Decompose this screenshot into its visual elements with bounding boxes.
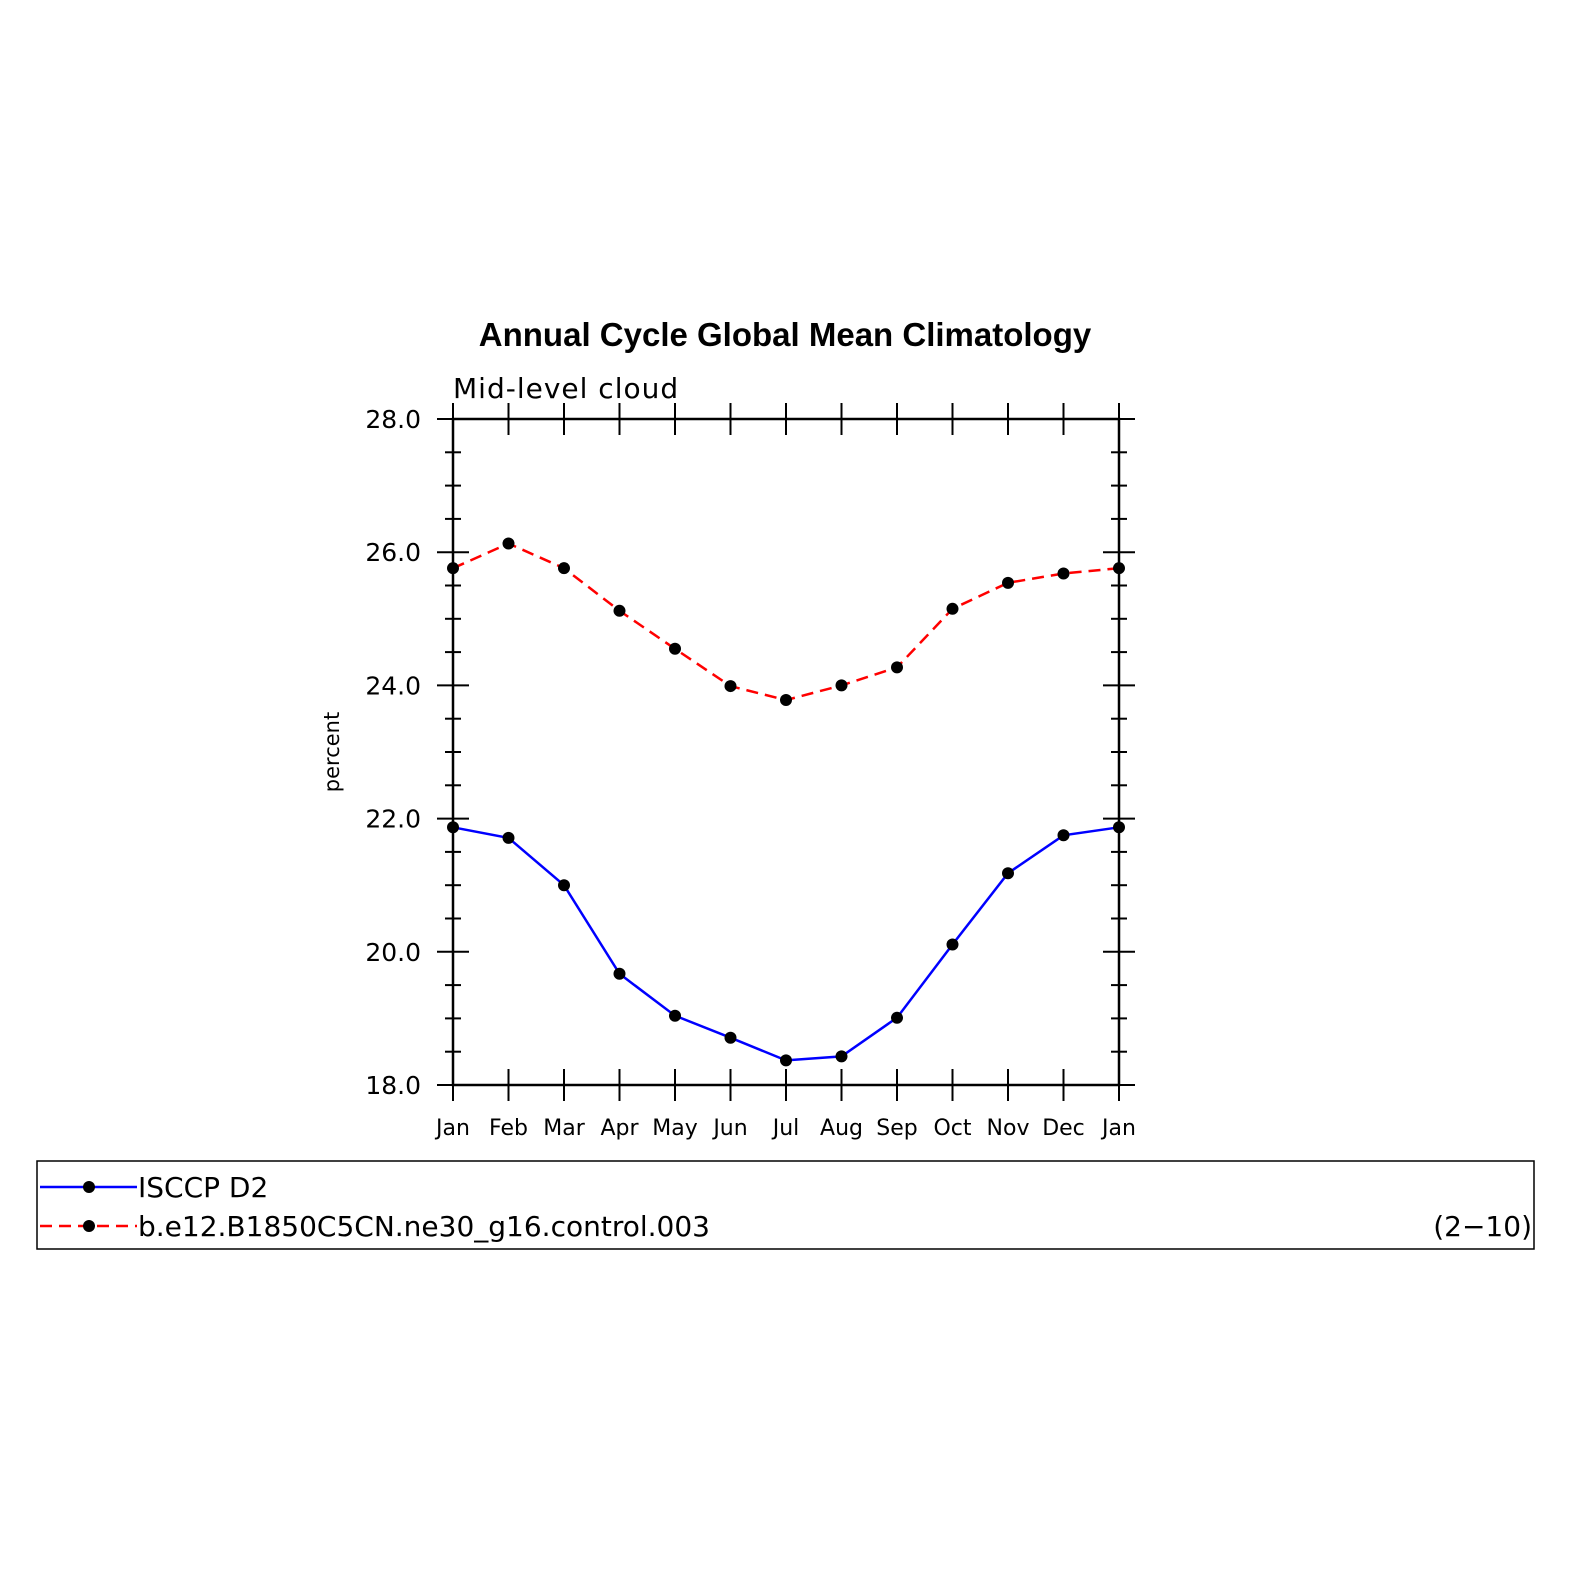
- legend-marker: [83, 1181, 95, 1193]
- chart-subtitle: Mid-level cloud: [453, 372, 679, 405]
- x-tick-label: Jul: [771, 1116, 800, 1141]
- x-tick-label: Dec: [1042, 1116, 1085, 1141]
- data-point: [1113, 562, 1125, 575]
- data-point: [447, 562, 459, 575]
- y-tick-label: 24.0: [365, 671, 421, 700]
- x-tick-label: Oct: [933, 1116, 971, 1141]
- y-tick-label: 28.0: [365, 405, 421, 434]
- x-tick-label: Jan: [1100, 1116, 1136, 1141]
- y-tick-label: 26.0: [365, 538, 421, 567]
- data-point: [724, 1031, 737, 1044]
- series-layer: [447, 537, 1125, 1067]
- data-point: [502, 831, 515, 844]
- series-line-1: [452, 542, 1120, 702]
- data-point: [558, 879, 570, 892]
- legend-label-0: ISCCP D2: [138, 1171, 268, 1204]
- data-point: [1002, 576, 1014, 589]
- data-point: [1057, 567, 1070, 580]
- x-tick-label: Jun: [711, 1116, 747, 1141]
- data-point: [780, 1054, 792, 1067]
- data-point: [613, 604, 626, 617]
- x-tick-label: Apr: [600, 1116, 639, 1141]
- data-point: [835, 679, 848, 692]
- x-tick-label: Jan: [434, 1116, 470, 1141]
- y-tick-label: 18.0: [365, 1071, 421, 1100]
- data-point: [1057, 829, 1070, 842]
- data-point: [891, 661, 903, 674]
- data-point: [946, 938, 959, 951]
- data-point: [558, 562, 570, 575]
- data-point: [613, 967, 626, 980]
- series-line-0: [452, 826, 1120, 1062]
- plot-axes: 18.0 20.0 22.0 24.0 26.0 28.0 Jan Feb Mar Apr May J…: [365, 403, 1136, 1141]
- chart-title: Annual Cycle Global Mean Climatology: [479, 316, 1092, 353]
- data-point: [502, 537, 515, 550]
- data-point: [1002, 867, 1014, 880]
- legend-marker: [83, 1220, 95, 1232]
- data-point: [780, 694, 792, 707]
- data-point: [1113, 821, 1125, 834]
- x-tick-label: Nov: [987, 1116, 1030, 1141]
- y-tick-label: 20.0: [365, 938, 421, 967]
- legend-label-1: b.e12.B1850C5CN.ne30_g16.control.003: [138, 1210, 710, 1243]
- x-tick-label: Sep: [876, 1116, 917, 1141]
- legend-box: [36, 1160, 1535, 1250]
- plot-frame: [451, 417, 1121, 1087]
- data-point: [946, 602, 959, 615]
- y-tick-label: 22.0: [365, 805, 421, 834]
- x-tick-label: May: [652, 1116, 697, 1141]
- data-point: [669, 1009, 681, 1022]
- data-point: [724, 680, 737, 693]
- x-tick-label: Feb: [489, 1116, 528, 1141]
- y-axis-label: percent: [320, 712, 344, 792]
- legend-note: (2−10): [1433, 1210, 1532, 1243]
- data-point: [891, 1011, 903, 1024]
- x-tick-label: Aug: [820, 1116, 863, 1141]
- data-point: [669, 642, 681, 655]
- x-tick-label: Mar: [543, 1116, 585, 1141]
- data-point: [835, 1050, 848, 1063]
- legend: ISCCP D2 b.e12.B1850C5CN.ne30_g16.control…: [36, 1160, 1535, 1250]
- data-point: [447, 821, 459, 834]
